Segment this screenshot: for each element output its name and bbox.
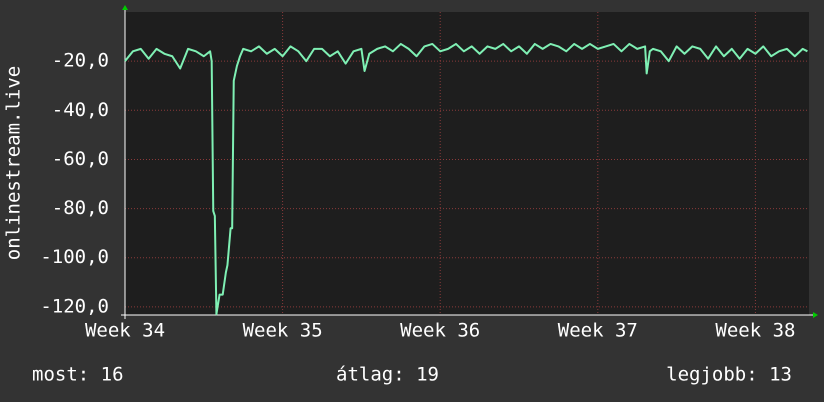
x-tick-label: Week 35 (243, 320, 323, 342)
y-tick-label: -120,0 (40, 295, 109, 317)
x-tick-label: Week 36 (400, 320, 480, 342)
axis-arrow (813, 312, 818, 318)
data-line (124, 42, 808, 316)
x-tick-label: Week 34 (85, 320, 165, 342)
stat-label: legjobb: 13 (666, 364, 792, 386)
y-axis-label: onlinestream.live (3, 66, 25, 260)
stat-label: átlag: 19 (336, 364, 439, 386)
x-tick-label: Week 37 (558, 320, 638, 342)
stat-label: most: 16 (32, 364, 124, 386)
y-tick-label: -20,0 (52, 50, 109, 72)
y-tick-label: -40,0 (52, 99, 109, 121)
y-tick-label: -80,0 (52, 197, 109, 219)
y-tick-label: -100,0 (40, 246, 109, 268)
x-tick-label: Week 38 (715, 320, 795, 342)
axis-arrow (122, 5, 128, 10)
y-tick-label: -60,0 (52, 148, 109, 170)
